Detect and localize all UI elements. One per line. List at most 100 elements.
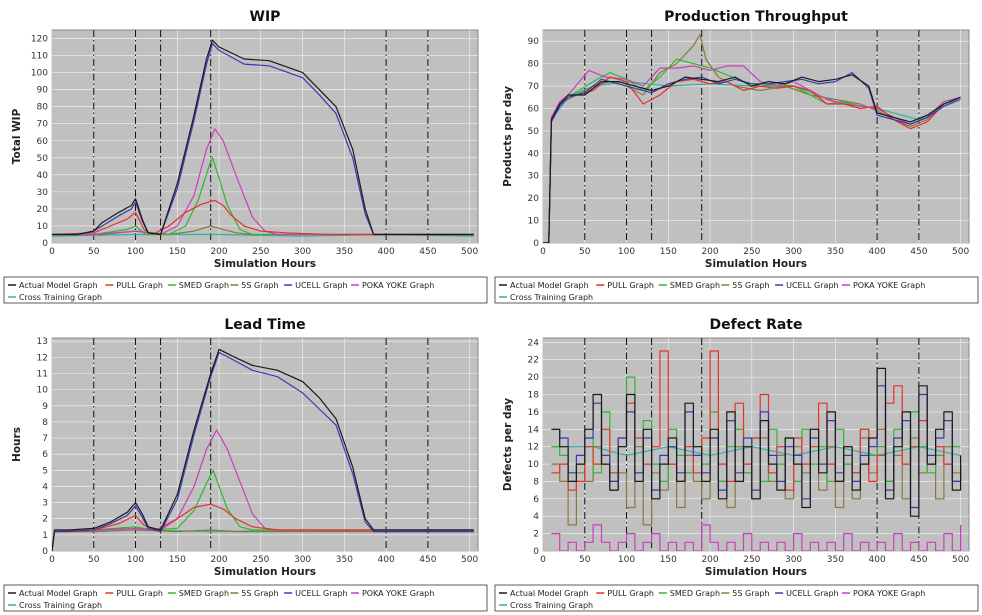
wip-ytick-label: 20 — [37, 205, 49, 215]
wip-legend — [3, 276, 488, 304]
production-throughput-xtick-label: 350 — [827, 247, 844, 257]
production-throughput-xtick-label: 500 — [952, 247, 969, 257]
production-throughput-ytick-label: 80 — [528, 60, 540, 70]
defect-rate-ytick-label: 12 — [528, 443, 539, 453]
production-throughput-ytick-label: 60 — [528, 104, 540, 114]
production-throughput-ytick-label: 30 — [528, 172, 540, 182]
production-throughput-legend-item: SMED Graph — [670, 281, 720, 290]
wip-xtick-label: 200 — [210, 247, 227, 257]
lead-time-x-axis-label: Simulation Hours — [214, 566, 316, 578]
lead-time-xtick-label: 250 — [252, 555, 269, 565]
production-throughput-ytick-label: 70 — [528, 82, 540, 92]
production-throughput-xtick-label: 0 — [540, 247, 546, 257]
defect-rate-ytick-label: 24 — [528, 338, 540, 348]
lead-time-ytick-label: 3 — [42, 499, 48, 509]
throughput-chart: Production Throughput 0 10 20 30 40 50 60 70 80 90… — [494, 9, 979, 304]
lead-time-ytick-label: 10 — [37, 386, 49, 396]
lead-time-title: Lead Time — [224, 317, 305, 333]
lead-time-ytick-label: 5 — [42, 466, 48, 476]
lead-time-ytick-label: 11 — [37, 370, 48, 380]
production-throughput-legend-item: POKA YOKE Graph — [853, 281, 925, 290]
defect-rate-xtick-label: 400 — [869, 555, 886, 565]
wip-xtick-label: 250 — [252, 247, 269, 257]
defect-rate-legend-item: Cross Training Graph — [510, 601, 593, 610]
defect-rate-xtick-label: 50 — [579, 555, 591, 565]
lead-time-ytick-label: 7 — [42, 434, 48, 444]
wip-xtick-label: 300 — [294, 247, 311, 257]
lead-time-legend — [3, 584, 488, 612]
production-throughput-xtick-label: 450 — [910, 247, 927, 257]
lead-time-xtick-label: 0 — [49, 555, 55, 565]
lead-time-xtick-label: 50 — [88, 555, 100, 565]
production-throughput-xtick-label: 250 — [743, 247, 760, 257]
lead-time-ytick-label: 12 — [37, 353, 48, 363]
lead-time-y-axis-label: Hours — [11, 427, 23, 462]
defect-rate-ytick-label: 4 — [533, 512, 539, 522]
defect-rate-legend — [494, 584, 979, 612]
defect-rate-plot-area — [542, 337, 970, 552]
defect-rate-legend-item: POKA YOKE Graph — [853, 589, 925, 598]
production-throughput-ytick-label: 40 — [528, 149, 540, 159]
production-throughput-xtick-label: 400 — [869, 247, 886, 257]
lead-time-legend-item: UCELL Graph — [295, 589, 348, 598]
production-throughput-xtick-label: 300 — [785, 247, 802, 257]
lead-time-ytick-label: 2 — [42, 515, 48, 525]
defect-rate-title: Defect Rate — [710, 317, 803, 333]
lead-time-ytick-label: 9 — [42, 402, 48, 412]
production-throughput-y-axis-label: Products per day — [502, 86, 514, 187]
defect-rate-ytick-label: 18 — [528, 391, 540, 401]
wip-xtick-label: 150 — [169, 247, 186, 257]
production-throughput-ytick-label: 0 — [533, 239, 539, 249]
defect-rate-xtick-label: 200 — [701, 555, 718, 565]
production-throughput-legend-item: Actual Model Graph — [510, 281, 589, 290]
defect-rate-legend-item: 5S Graph — [732, 589, 769, 598]
defect-rate-xtick-label: 300 — [785, 555, 802, 565]
wip-ytick-label: 90 — [37, 86, 49, 96]
lead-time-legend-item: 5S Graph — [241, 589, 278, 598]
production-throughput-title: Production Throughput — [664, 9, 848, 25]
defect-rate-xtick-label: 250 — [743, 555, 760, 565]
production-throughput-legend-item: 5S Graph — [732, 281, 769, 290]
wip-legend-item: Actual Model Graph — [19, 281, 98, 290]
wip-legend-item: POKA YOKE Graph — [362, 281, 434, 290]
wip-xtick-label: 50 — [88, 247, 100, 257]
wip-ytick-label: 50 — [37, 154, 49, 164]
defect-rate-xtick-label: 500 — [952, 555, 969, 565]
defect-rate-x-axis-label: Simulation Hours — [705, 566, 807, 578]
wip-ytick-label: 120 — [31, 35, 48, 45]
lead-time-ytick-label: 0 — [42, 547, 48, 557]
lead-time-xtick-label: 450 — [419, 555, 436, 565]
defect-rate-ytick-label: 8 — [533, 477, 539, 487]
wip-series-actual-model-graph — [52, 39, 474, 236]
lead-time-xtick-label: 300 — [294, 555, 311, 565]
defect-rate-legend-item: PULL Graph — [607, 589, 654, 598]
wip-chart: WIP 0 10 20 30 40 50 60 70 80 90 100 110 120 0 50 100 150… — [3, 9, 488, 304]
defect-rate-legend-item: UCELL Graph — [786, 589, 839, 598]
wip-ytick-label: 80 — [37, 103, 49, 113]
defect-rate-xtick-label: 350 — [827, 555, 844, 565]
wip-ytick-label: 100 — [31, 69, 48, 79]
lead-time-legend-item: POKA YOKE Graph — [362, 589, 434, 598]
lead-time-xtick-label: 350 — [336, 555, 353, 565]
lead-time-ytick-label: 1 — [42, 531, 48, 541]
wip-xtick-label: 500 — [461, 247, 478, 257]
defect-rate-xtick-label: 0 — [540, 555, 546, 565]
wip-x-axis-label: Simulation Hours — [214, 258, 316, 270]
wip-ytick-label: 40 — [37, 171, 49, 181]
defect-rate-ytick-label: 20 — [528, 373, 540, 383]
defect-rate-y-axis-label: Defects per day — [502, 398, 514, 491]
lead-time-xtick-label: 500 — [461, 555, 478, 565]
production-throughput-ytick-label: 50 — [528, 127, 540, 137]
defect-rate-legend-item: SMED Graph — [670, 589, 720, 598]
wip-series-group — [52, 39, 474, 237]
defect-rate-series-actual-model-graph — [551, 367, 962, 517]
defect-rate-series-group — [551, 350, 962, 551]
lead-time-series-ucell-graph — [52, 351, 474, 551]
defect-rate-xtick-label: 150 — [660, 555, 677, 565]
chart-panel-throughput: Production Throughput 0 10 20 30 40 50 60 70 80 90… — [491, 0, 982, 307]
production-throughput-xtick-label: 100 — [618, 247, 635, 257]
defect-rate-ytick-label: 16 — [528, 408, 540, 418]
lead-time-ytick-label: 6 — [42, 450, 48, 460]
wip-ytick-label: 30 — [37, 188, 49, 198]
